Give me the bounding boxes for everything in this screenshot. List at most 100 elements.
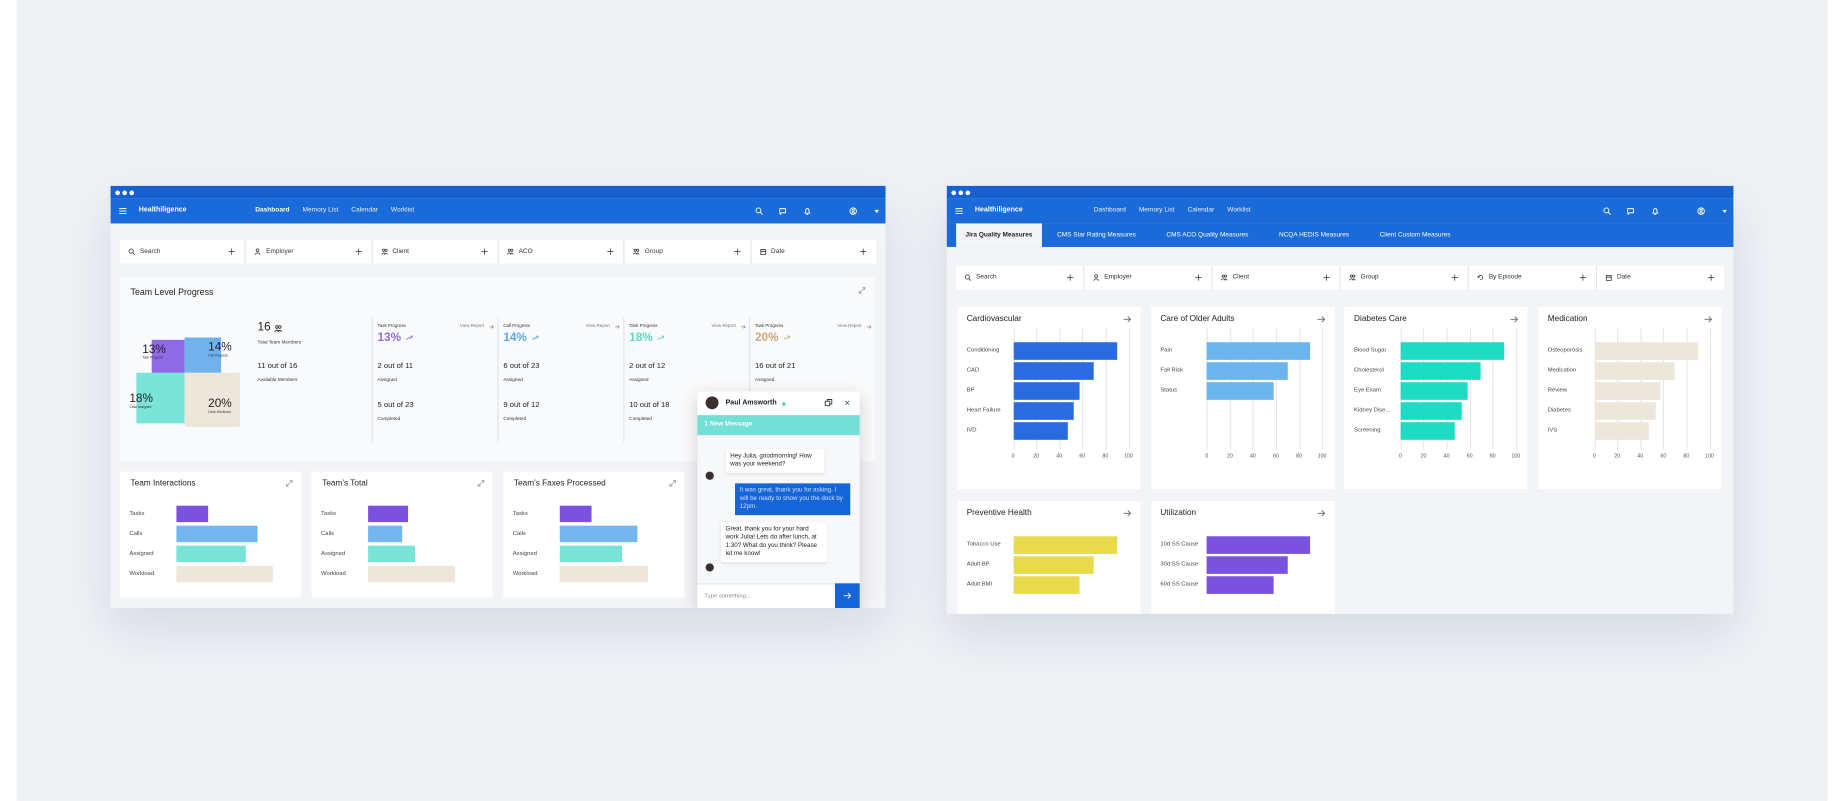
add-icon[interactable] bbox=[1323, 274, 1330, 281]
filter[interactable]: Date bbox=[1597, 266, 1724, 290]
add-icon[interactable] bbox=[1707, 274, 1715, 281]
add-icon[interactable] bbox=[481, 248, 488, 255]
expand-icon[interactable] bbox=[477, 480, 485, 487]
minimize-icon[interactable] bbox=[824, 399, 833, 407]
add-icon[interactable] bbox=[607, 248, 614, 255]
sender-avatar bbox=[705, 563, 714, 572]
link-arrow-glyph bbox=[866, 324, 872, 329]
x-tick-label: 100 bbox=[1705, 452, 1714, 459]
message-input[interactable]: Type something... bbox=[697, 583, 835, 609]
tab[interactable]: Client Custom Measures bbox=[1379, 231, 1451, 239]
expand-icon[interactable] bbox=[858, 287, 866, 294]
view-report[interactable]: View Report bbox=[711, 322, 736, 328]
user-icon[interactable] bbox=[1697, 207, 1705, 215]
tab[interactable]: CMS Star Rating Measures bbox=[1057, 231, 1136, 239]
assigned-label: Assigned bbox=[377, 376, 397, 383]
menu-icon[interactable] bbox=[955, 207, 963, 215]
bar bbox=[559, 565, 648, 583]
tab[interactable]: NCQA HEDIS Measures bbox=[1278, 231, 1350, 239]
add-icon[interactable] bbox=[1066, 274, 1074, 281]
filter[interactable]: Group bbox=[1341, 265, 1469, 290]
filter[interactable]: Search bbox=[956, 265, 1085, 290]
add-icon[interactable] bbox=[355, 248, 362, 255]
expand-icon[interactable] bbox=[286, 480, 293, 487]
filter[interactable]: By Episode bbox=[1469, 265, 1598, 290]
filter[interactable]: Search bbox=[120, 239, 247, 264]
add-icon[interactable] bbox=[1195, 274, 1202, 281]
bell-icon[interactable] bbox=[1651, 207, 1659, 215]
filter[interactable]: Group bbox=[625, 239, 752, 264]
link-arrow[interactable] bbox=[615, 324, 620, 329]
add-icon-glyph bbox=[733, 248, 741, 255]
grid-line bbox=[1663, 328, 1665, 450]
open-icon[interactable] bbox=[1123, 509, 1131, 517]
add-icon[interactable] bbox=[733, 248, 741, 255]
open-icon[interactable] bbox=[1317, 315, 1325, 323]
filter[interactable]: Client bbox=[1212, 265, 1341, 290]
open-icon[interactable] bbox=[1317, 509, 1325, 517]
grid-line bbox=[1709, 328, 1711, 450]
link-arrow[interactable] bbox=[866, 324, 872, 329]
filter[interactable]: Client bbox=[372, 239, 499, 264]
chart-card: Medication 0 20 40 60 80 100 Osteoporosis Medica… bbox=[1538, 306, 1722, 490]
filter[interactable]: Date bbox=[751, 240, 876, 264]
nav-item[interactable]: Calendar bbox=[351, 206, 378, 214]
add-icon[interactable] bbox=[228, 248, 236, 255]
link-arrow[interactable] bbox=[489, 324, 494, 329]
trend-icon-glyph bbox=[406, 335, 413, 341]
filter[interactable]: Employer bbox=[1084, 265, 1213, 290]
view-report[interactable]: View Report bbox=[585, 322, 610, 328]
expand-icon[interactable] bbox=[669, 480, 676, 487]
bar bbox=[1594, 362, 1675, 380]
chat-icon[interactable] bbox=[1626, 207, 1634, 215]
view-report[interactable]: View Report bbox=[459, 322, 485, 328]
treemap-tile bbox=[184, 337, 222, 373]
tab[interactable]: Jira Quality Measures bbox=[956, 223, 1042, 247]
filter-icon bbox=[1093, 274, 1100, 281]
nav-item[interactable]: Calendar bbox=[1187, 206, 1215, 214]
filter-label: Date bbox=[1617, 273, 1631, 281]
member-count: 16 bbox=[257, 321, 271, 334]
filter[interactable]: Employer bbox=[246, 239, 373, 264]
search-icon[interactable] bbox=[755, 207, 763, 215]
bell-icon[interactable] bbox=[803, 207, 811, 215]
app-window: Healthiligence Dashboard Memory List Calend… bbox=[946, 185, 1734, 614]
bar bbox=[1013, 382, 1080, 400]
nav-item[interactable]: Worklist bbox=[1227, 206, 1251, 214]
view-report[interactable]: View Report bbox=[837, 322, 862, 328]
bar bbox=[1013, 402, 1075, 420]
trend-icon-glyph bbox=[535, 335, 539, 339]
open-icon[interactable] bbox=[1123, 315, 1131, 323]
chat-icon[interactable] bbox=[779, 207, 787, 215]
add-icon[interactable] bbox=[1579, 274, 1587, 281]
nav-item[interactable]: Dashboard bbox=[255, 206, 290, 214]
chart-card: Cardiovascular 0 20 40 60 80 100 Conditioning CA… bbox=[957, 306, 1141, 490]
link-arrow[interactable] bbox=[741, 324, 746, 329]
send-button[interactable] bbox=[834, 583, 860, 609]
filter-label: ACO bbox=[518, 247, 533, 255]
user-icon[interactable] bbox=[849, 207, 857, 215]
caret-icon[interactable] bbox=[1721, 207, 1729, 215]
search-icon[interactable] bbox=[1603, 207, 1611, 215]
caret-icon[interactable] bbox=[873, 207, 881, 215]
tab[interactable]: CMS ACO Quality Measures bbox=[1166, 231, 1249, 239]
menu-icon[interactable] bbox=[119, 207, 127, 215]
open-icon[interactable] bbox=[1510, 315, 1519, 323]
filter[interactable]: ACO bbox=[499, 239, 625, 264]
expand-icon-glyph bbox=[286, 483, 290, 487]
x-tick-label: 80 bbox=[1296, 452, 1302, 459]
nav-item[interactable]: Worklist bbox=[390, 206, 415, 214]
add-icon[interactable] bbox=[859, 248, 867, 255]
brand-logo: Healthiligence bbox=[138, 206, 187, 215]
open-icon[interactable] bbox=[1704, 315, 1713, 323]
nav-item[interactable]: Memory List bbox=[1138, 206, 1175, 214]
expand-icon-glyph bbox=[858, 287, 866, 294]
window-dot bbox=[122, 189, 128, 195]
nav-item[interactable]: Dashboard bbox=[1093, 206, 1126, 214]
bar bbox=[368, 565, 456, 583]
add-icon[interactable] bbox=[1451, 274, 1458, 281]
close-icon[interactable] bbox=[844, 400, 850, 406]
filter-icon-glyph bbox=[968, 278, 972, 281]
x-tick-label: 60 bbox=[1079, 452, 1086, 459]
nav-item[interactable]: Memory List bbox=[302, 206, 339, 214]
